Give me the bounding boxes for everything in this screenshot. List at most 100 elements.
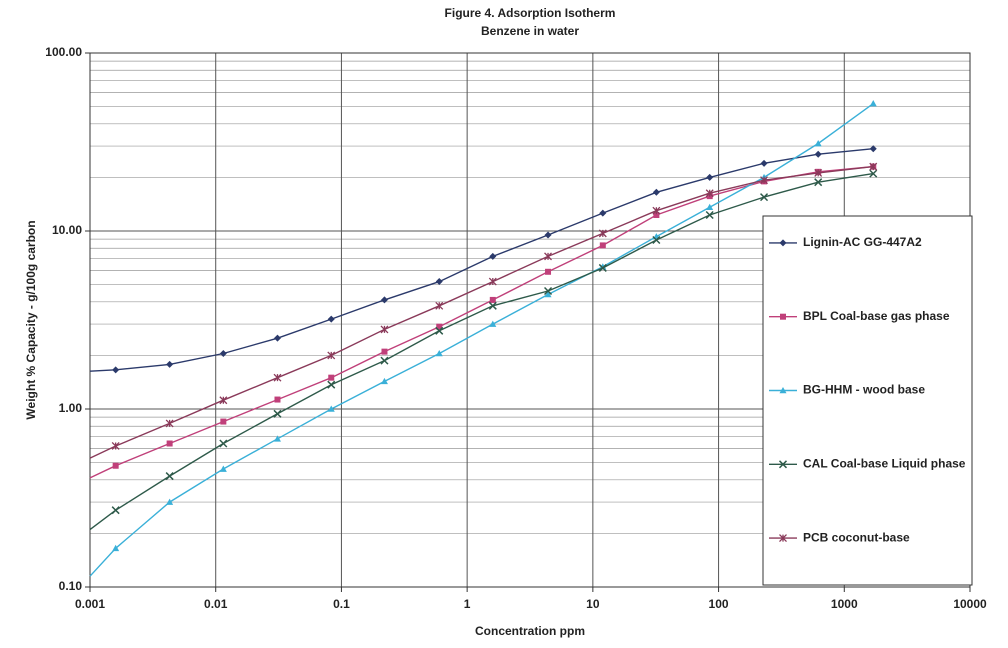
marker [273, 409, 282, 418]
marker [599, 209, 607, 217]
marker [489, 320, 497, 327]
legend-label: BG-HHM - wood base [803, 383, 925, 397]
marker [544, 286, 553, 296]
marker [111, 441, 120, 450]
marker [219, 465, 227, 472]
marker [869, 162, 878, 171]
marker [706, 173, 714, 181]
marker [380, 356, 389, 365]
marker [435, 301, 444, 310]
marker [780, 313, 786, 320]
marker [652, 235, 661, 245]
marker [598, 263, 607, 272]
legend-label: Lignin-AC GG-447A2 [803, 235, 922, 249]
marker [488, 277, 497, 286]
chart-subtitle: Benzene in water [481, 24, 579, 38]
marker [327, 380, 336, 389]
marker [273, 334, 281, 342]
marker [436, 323, 443, 330]
series-line [89, 165, 874, 459]
y-tick-label: 1.00 [59, 401, 83, 415]
series-line [89, 172, 874, 531]
marker [220, 418, 227, 425]
marker [652, 206, 661, 215]
marker [760, 176, 769, 185]
marker [219, 439, 228, 448]
x-tick-label: 1 [464, 597, 471, 611]
marker [544, 290, 552, 298]
marker [328, 374, 335, 381]
marker [380, 296, 388, 304]
marker [219, 350, 227, 358]
marker [489, 252, 497, 260]
legend-label: BPL Coal-base gas phase [803, 309, 950, 323]
marker [652, 188, 660, 196]
marker [544, 231, 552, 239]
y-tick-label: 0.10 [59, 579, 83, 593]
marker [869, 145, 877, 153]
marker [779, 534, 787, 543]
legend-label: CAL Coal-base Liquid phase [803, 456, 966, 470]
legend-box [762, 215, 973, 586]
marker [489, 296, 496, 303]
marker [488, 301, 497, 310]
y-tick-label: 10.00 [52, 223, 82, 237]
marker [274, 396, 281, 403]
x-tick-label: 100 [709, 597, 729, 611]
marker [327, 315, 335, 323]
marker [327, 351, 336, 360]
marker [869, 100, 877, 107]
marker [706, 203, 714, 211]
marker [599, 242, 606, 249]
legend: Lignin-AC GG-447A2 BPL Coal-base gas phas… [762, 215, 973, 586]
marker [435, 278, 443, 286]
marker [435, 326, 444, 335]
x-tick-label: 0.01 [204, 597, 228, 611]
x-tick-label: 10 [586, 597, 600, 611]
marker [435, 350, 443, 357]
x-tick-label: 0.001 [75, 597, 105, 611]
marker [111, 506, 120, 515]
marker [165, 419, 174, 428]
marker [705, 189, 714, 198]
marker [112, 462, 119, 469]
marker [112, 366, 120, 374]
y-tick-label: 100.00 [45, 45, 82, 59]
marker [760, 193, 769, 202]
marker [112, 544, 120, 552]
marker [779, 387, 787, 394]
marker [219, 396, 228, 405]
marker [273, 373, 282, 382]
x-tick-label: 0.1 [333, 597, 350, 611]
marker [814, 178, 823, 187]
marker [779, 239, 787, 247]
marker [814, 168, 823, 177]
marker [327, 405, 335, 412]
marker [760, 159, 768, 167]
marker [544, 252, 552, 261]
marker [545, 268, 552, 275]
marker [778, 460, 788, 469]
series-line [89, 103, 874, 577]
series-line [89, 165, 874, 479]
marker [381, 348, 388, 355]
marker [598, 229, 607, 238]
marker [166, 360, 174, 368]
marker [869, 169, 878, 178]
chart-title: Figure 4. Adsorption Isotherm [445, 6, 616, 20]
marker [165, 472, 174, 481]
series-line [89, 148, 874, 372]
marker [273, 435, 281, 442]
y-axis-label: Weight % Capacity - g/100g carbon [24, 220, 38, 419]
marker [705, 210, 714, 220]
legend-label: PCB coconut-base [803, 530, 910, 544]
x-axis-label: Concentration ppm [475, 624, 585, 638]
marker [380, 325, 389, 334]
x-tick-label: 10000 [953, 597, 987, 611]
marker [166, 440, 173, 447]
x-tick-label: 1000 [831, 597, 858, 611]
marker [166, 498, 174, 505]
marker [380, 377, 388, 385]
marker [599, 263, 607, 270]
